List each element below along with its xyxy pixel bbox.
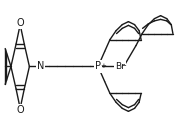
Text: P: P xyxy=(95,61,101,72)
Text: Br: Br xyxy=(116,62,125,71)
Text: O: O xyxy=(16,18,24,28)
Text: −: − xyxy=(120,64,126,69)
Text: +: + xyxy=(100,64,106,69)
Text: N: N xyxy=(37,61,44,72)
Text: O: O xyxy=(16,105,24,115)
